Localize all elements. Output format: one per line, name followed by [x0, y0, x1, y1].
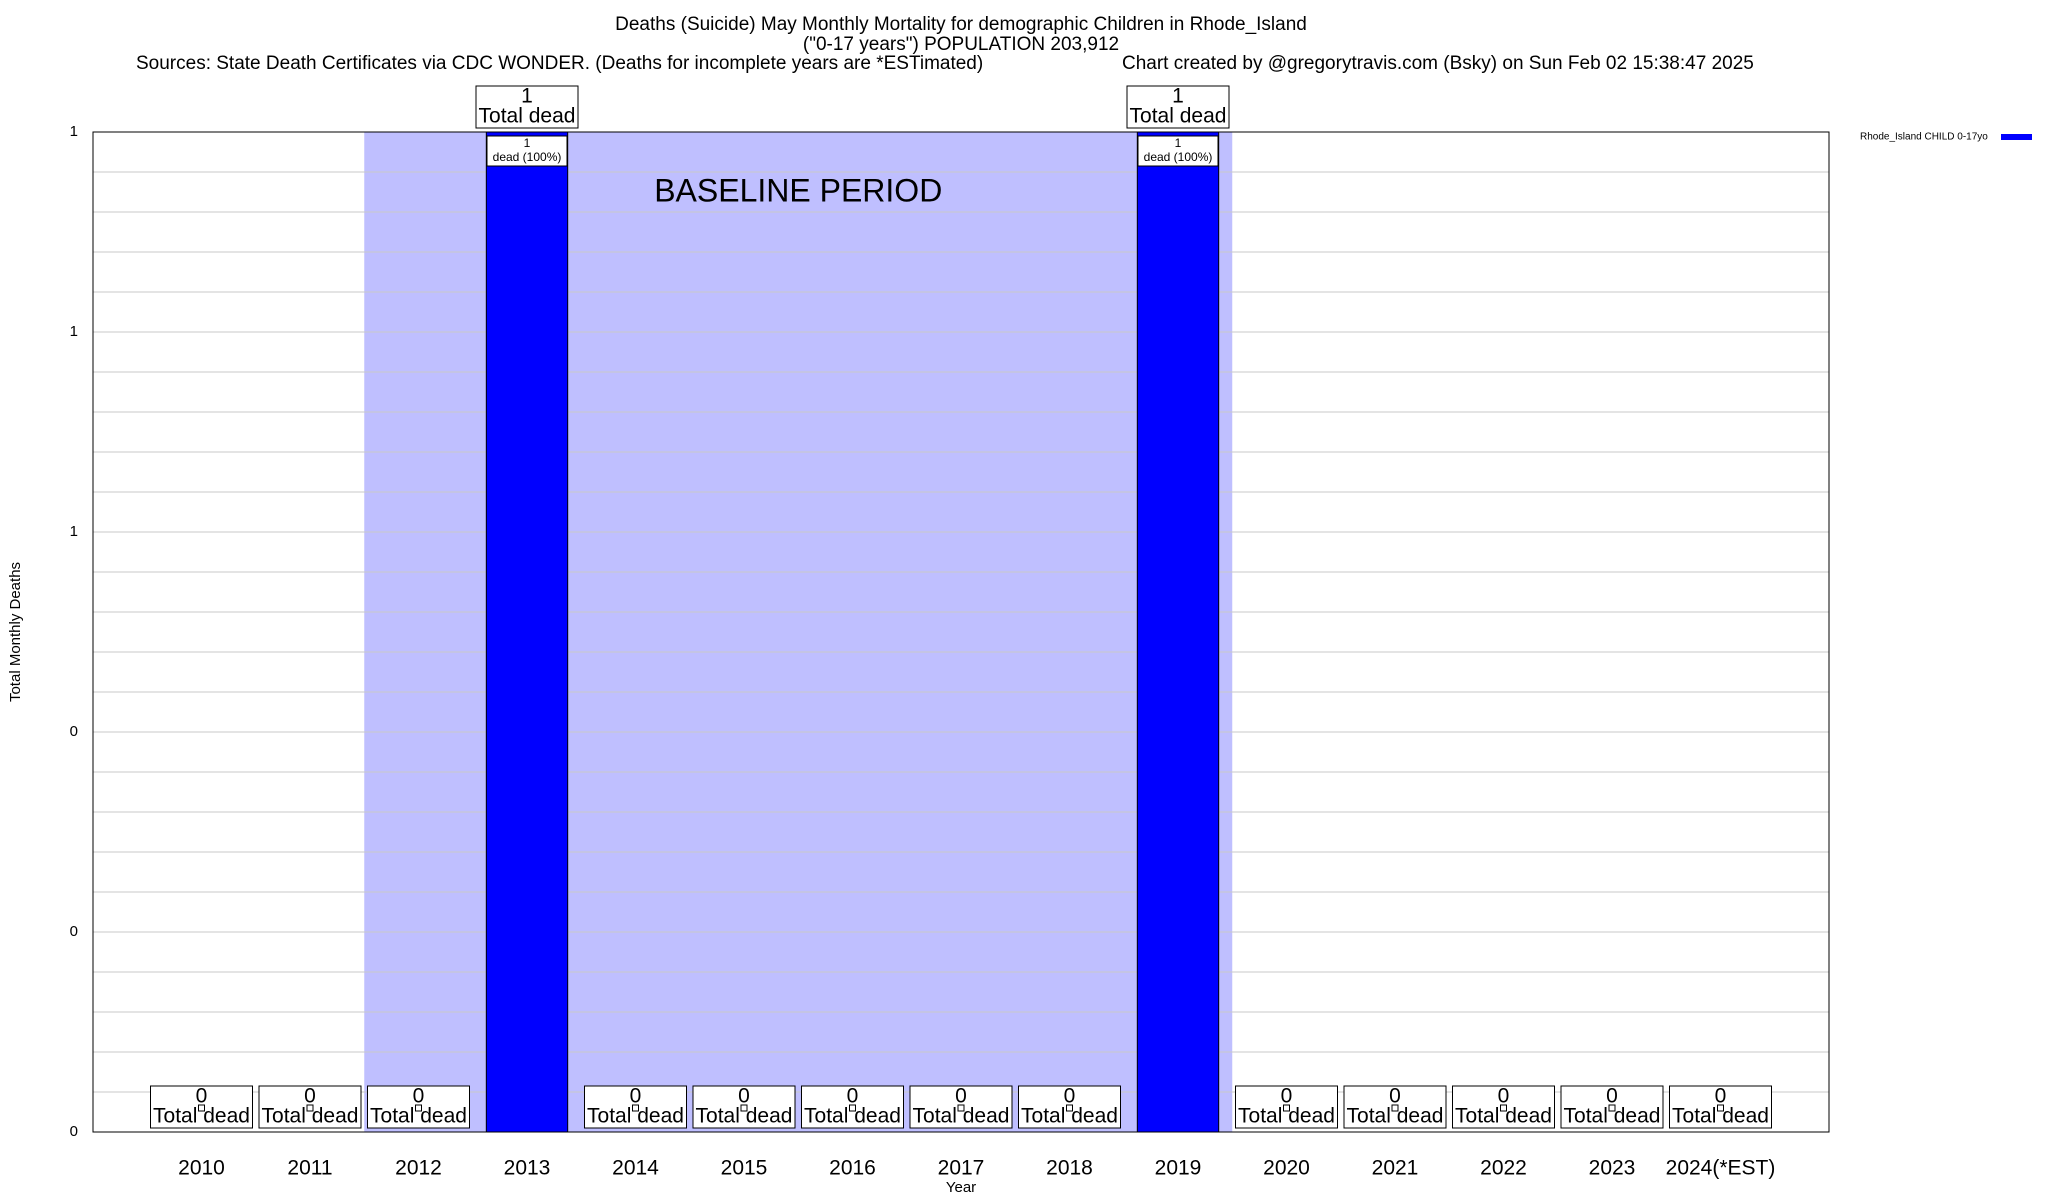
- total-text: Total dead: [696, 1105, 793, 1128]
- total-text: Total dead: [804, 1105, 901, 1128]
- total-text: Total dead: [1455, 1105, 1552, 1128]
- total-text: Total dead: [153, 1105, 250, 1128]
- x-marker: [740, 1104, 748, 1112]
- baseline-label: BASELINE PERIOD: [654, 172, 942, 208]
- x-tick-label: 2020: [1263, 1157, 1310, 1180]
- x-tick-label: 2022: [1480, 1157, 1527, 1180]
- bar-label-box: [486, 135, 568, 167]
- x-marker: [1066, 1104, 1073, 1112]
- total-text: Total dead: [1238, 1105, 1335, 1128]
- x-marker: [1283, 1104, 1290, 1112]
- bar-label-text: dead (100%): [493, 150, 562, 164]
- total-value: 1: [1172, 85, 1184, 108]
- y-tick-label: 0: [70, 923, 78, 940]
- x-marker: [849, 1104, 856, 1112]
- total-box: [1018, 1085, 1121, 1129]
- total-value: 0: [1389, 1085, 1401, 1108]
- x-marker: [632, 1104, 639, 1112]
- y-tick-label: 0: [70, 723, 78, 740]
- total-value: 0: [413, 1085, 425, 1108]
- total-value: 0: [304, 1085, 316, 1108]
- total-box: [584, 1085, 687, 1129]
- x-axis-label: Year: [946, 1179, 976, 1196]
- total-box: [1452, 1085, 1555, 1129]
- x-marker: [198, 1104, 205, 1112]
- x-tick-label: 2018: [1046, 1157, 1093, 1180]
- x-tick-label: 2021: [1372, 1157, 1419, 1180]
- total-box: [475, 85, 579, 129]
- total-text: Total dead: [262, 1105, 359, 1128]
- chart-title: Deaths (Suicide) May Monthly Mortality f…: [615, 14, 1307, 35]
- x-marker: [1391, 1104, 1399, 1112]
- x-tick-label: 2011: [287, 1157, 332, 1180]
- chart-credit: Chart created by @gregorytravis.com (Bsk…: [1122, 53, 1754, 74]
- total-box: [1669, 1085, 1772, 1129]
- x-marker: [957, 1104, 965, 1112]
- legend-label: Rhode_Island CHILD 0-17yo: [1860, 132, 1988, 143]
- total-box: [692, 1085, 796, 1129]
- x-tick-label: 2014: [612, 1157, 659, 1180]
- total-value: 0: [955, 1085, 967, 1108]
- x-tick-label: 2024(*EST): [1666, 1157, 1776, 1180]
- bar-label-value: 1: [1175, 136, 1182, 150]
- total-value: 0: [1606, 1085, 1618, 1108]
- chart-title-line2: ("0-17 years") POPULATION 203,912: [803, 34, 1119, 55]
- x-tick-label: 2013: [504, 1157, 551, 1180]
- bar-label-text: dead (100%): [1144, 150, 1213, 164]
- total-value: 0: [196, 1085, 208, 1108]
- total-text: Total dead: [479, 105, 576, 128]
- total-text: Total dead: [1130, 105, 1227, 128]
- x-tick-label: 2010: [178, 1157, 225, 1180]
- total-box: [1560, 1085, 1664, 1129]
- bar-label-box: [1137, 135, 1219, 167]
- y-axis-label: Total Monthly Deaths: [7, 562, 24, 702]
- bar: [485, 131, 569, 1133]
- total-value: 0: [1064, 1085, 1076, 1108]
- total-value: 0: [847, 1085, 859, 1108]
- total-box: [1235, 1085, 1338, 1129]
- total-text: Total dead: [1564, 1105, 1661, 1128]
- bar-label-value: 1: [524, 136, 531, 150]
- y-tick-label: 1: [70, 523, 78, 540]
- x-marker: [306, 1104, 314, 1112]
- x-tick-label: 2017: [938, 1157, 985, 1180]
- x-marker: [1608, 1104, 1616, 1112]
- x-tick-label: 2016: [829, 1157, 876, 1180]
- total-box: [367, 1085, 470, 1129]
- x-marker: [1500, 1104, 1507, 1112]
- x-tick-label: 2019: [1155, 1157, 1202, 1180]
- total-box: [1343, 1085, 1447, 1129]
- total-text: Total dead: [1021, 1105, 1118, 1128]
- chart-subtitle: Sources: State Death Certificates via CD…: [136, 53, 983, 74]
- total-text: Total dead: [1347, 1105, 1444, 1128]
- total-box: [150, 1085, 253, 1129]
- total-text: Total dead: [913, 1105, 1010, 1128]
- total-text: Total dead: [587, 1105, 684, 1128]
- total-value: 0: [1498, 1085, 1510, 1108]
- total-value: 0: [1281, 1085, 1293, 1108]
- y-tick-label: 0: [70, 1123, 78, 1140]
- x-marker: [415, 1104, 422, 1112]
- total-box: [909, 1085, 1013, 1129]
- x-tick-label: 2023: [1589, 1157, 1636, 1180]
- total-text: Total dead: [1672, 1105, 1769, 1128]
- total-value: 1: [521, 85, 533, 108]
- bar: [1136, 131, 1220, 1133]
- total-value: 0: [1715, 1085, 1727, 1108]
- total-text: Total dead: [370, 1105, 467, 1128]
- total-value: 0: [738, 1085, 750, 1108]
- total-value: 0: [630, 1085, 642, 1108]
- total-box: [1126, 85, 1230, 129]
- y-tick-label: 1: [70, 123, 78, 140]
- y-tick-label: 1: [70, 323, 78, 340]
- legend-swatch: [2001, 134, 2032, 140]
- x-tick-label: 2015: [721, 1157, 768, 1180]
- total-box: [258, 1085, 362, 1129]
- plot-frame: [92, 131, 1830, 1133]
- x-marker: [1717, 1104, 1724, 1112]
- x-tick-label: 2012: [395, 1157, 442, 1180]
- total-box: [801, 1085, 904, 1129]
